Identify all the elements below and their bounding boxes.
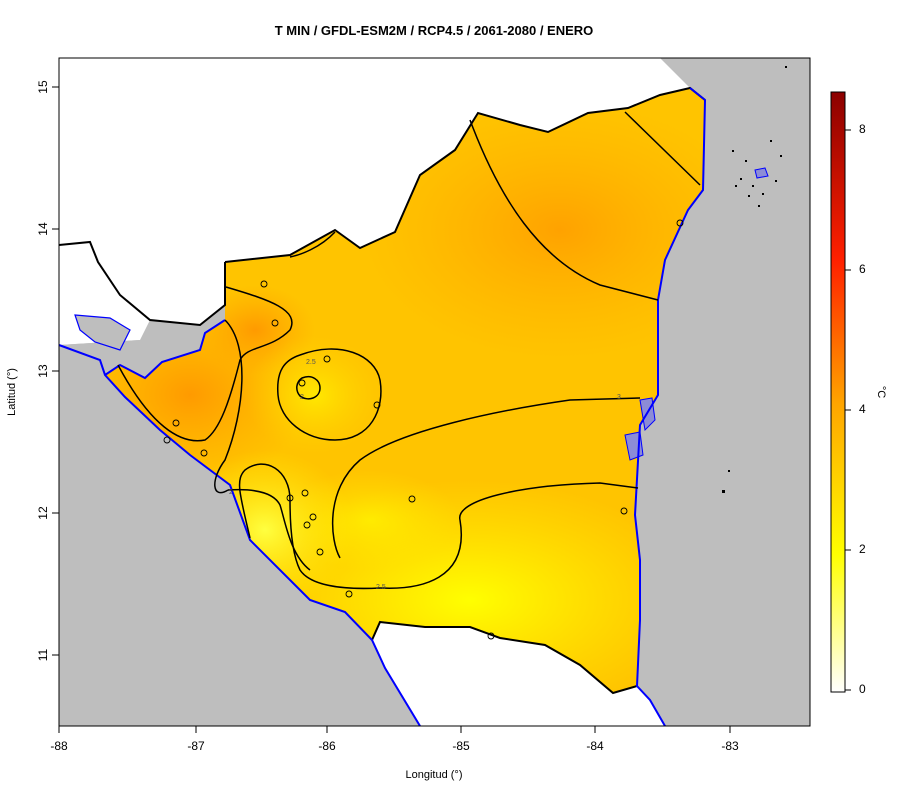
x-tick-label: -87 xyxy=(187,739,205,753)
contour-lines xyxy=(117,111,701,590)
contour-line xyxy=(296,376,321,400)
contour-line xyxy=(624,111,701,186)
station-marker xyxy=(408,495,416,503)
station-marker xyxy=(298,379,306,387)
caribbean-coastline xyxy=(633,87,707,726)
contour-label: 2.5 xyxy=(306,359,316,366)
colorbar-tick-label: 8 xyxy=(859,122,866,136)
corn-islands xyxy=(754,167,769,179)
station-marker xyxy=(303,521,311,529)
station-marker xyxy=(323,355,331,363)
cays xyxy=(722,66,787,493)
x-tick-label: -88 xyxy=(50,739,68,753)
chart-title: T MIN / GFDL-ESM2M / RCP4.5 / 2061-2080 … xyxy=(275,23,594,38)
colorbar-tick-label: 6 xyxy=(859,262,866,276)
station-marker xyxy=(286,494,294,502)
colorbar-tick-label: 2 xyxy=(859,542,866,556)
contour-label: 2 xyxy=(229,489,233,496)
station-marker xyxy=(487,632,495,640)
x-tick-label: -86 xyxy=(318,739,336,753)
y-tick-label: 14 xyxy=(36,222,50,236)
contour-line xyxy=(117,286,293,442)
station-marker xyxy=(163,436,171,444)
gulf-of-fonseca xyxy=(74,314,131,351)
x-tick-label: -83 xyxy=(721,739,739,753)
contour-line xyxy=(469,119,659,301)
x-tick-label: -84 xyxy=(586,739,604,753)
station-marker xyxy=(676,219,684,227)
plot-frame xyxy=(58,57,811,727)
contour-line xyxy=(277,348,382,441)
y-tick-label: 12 xyxy=(36,506,50,520)
station-markers xyxy=(163,219,684,640)
contour-label: 3 xyxy=(617,394,621,401)
contour-line xyxy=(214,319,243,494)
y-tick-label: 11 xyxy=(36,648,50,661)
station-marker xyxy=(200,449,208,457)
y-axis-title: Latitud (°) xyxy=(6,368,18,416)
station-marker xyxy=(345,590,353,598)
station-marker xyxy=(309,513,317,521)
contour-label-group: 2.5 2 3 2 2.5 xyxy=(229,359,621,591)
x-axis xyxy=(58,726,731,733)
costa-rica-land xyxy=(372,622,665,726)
colorbar xyxy=(830,91,846,693)
station-marker xyxy=(316,548,324,556)
station-marker xyxy=(620,507,628,515)
northern-border xyxy=(224,86,706,263)
colorbar-tick-label: 4 xyxy=(859,402,866,416)
station-marker xyxy=(301,489,309,497)
y-tick-label: 13 xyxy=(36,364,50,378)
station-marker xyxy=(271,319,279,327)
contour-label: 2.5 xyxy=(376,584,386,591)
station-marker xyxy=(260,280,268,288)
contour-label: 2 xyxy=(300,394,304,401)
colorbar-tick-label: 0 xyxy=(859,682,866,696)
x-axis-title: Longitud (°) xyxy=(406,769,463,781)
y-axis xyxy=(52,86,59,656)
honduras-salvador-border xyxy=(59,240,226,327)
contour-line xyxy=(238,463,639,590)
y-tick-label: 15 xyxy=(36,80,50,94)
honduras-land xyxy=(59,58,690,325)
southern-border xyxy=(371,620,638,695)
colorbar-ticks xyxy=(845,129,851,691)
contour-line xyxy=(227,488,311,571)
colorbar-unit: °C xyxy=(875,386,887,398)
contour-line xyxy=(331,397,641,559)
station-marker xyxy=(373,401,381,409)
x-tick-label: -85 xyxy=(452,739,470,753)
contour-line xyxy=(289,231,336,258)
station-marker xyxy=(172,419,180,427)
